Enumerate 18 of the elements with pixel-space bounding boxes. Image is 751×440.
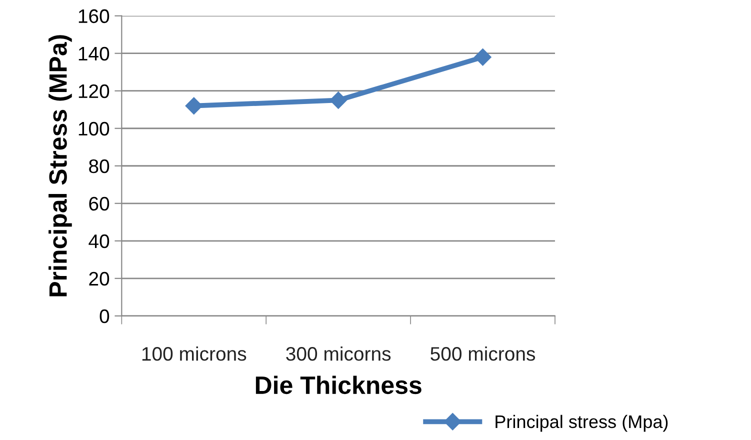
y-tick-label: 0	[100, 309, 110, 324]
x-tick-label: 500 microns	[430, 346, 536, 361]
y-tick-label: 20	[89, 272, 110, 286]
y-tick-label: 120	[78, 84, 110, 98]
x-axis-title: Die Thickness	[256, 376, 422, 394]
x-tick-label: 100 microns	[142, 346, 246, 361]
point	[474, 48, 492, 66]
point	[185, 97, 202, 114]
y-tick-label: 80	[89, 159, 110, 174]
y-tick-label: 160	[78, 9, 110, 24]
point	[330, 92, 347, 109]
y-axis-title: Principal Stress (MPa)	[48, 35, 72, 296]
legend-label: Principal stress (Mpa)	[496, 414, 668, 432]
y-tick-label: 100	[78, 122, 110, 136]
y-tick-label: 40	[88, 234, 110, 248]
y-tick-label: 140	[78, 46, 110, 61]
x-tick-label: 300 micorns	[286, 346, 391, 361]
y-tick-label: 60	[89, 196, 110, 211]
